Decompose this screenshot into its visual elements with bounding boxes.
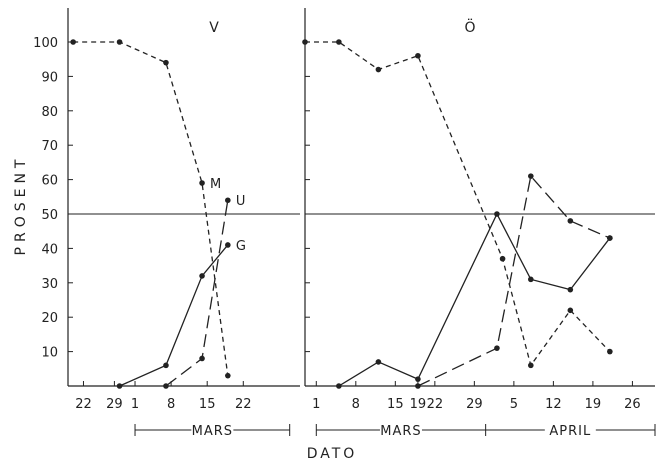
series-line: [417, 174, 611, 387]
y-tick-label: 60: [41, 174, 58, 189]
x-tick-label: 22: [75, 397, 92, 412]
data-point: [375, 66, 382, 73]
y-tick-label: 30: [41, 277, 58, 292]
x-tick-label: 19: [585, 397, 602, 412]
x-tick-label: 8: [167, 397, 175, 412]
y-tick-label: 20: [41, 311, 58, 326]
data-point: [116, 383, 123, 389]
month-label: APRIL: [549, 424, 591, 439]
panel-title: V: [209, 20, 219, 36]
data-point: [528, 173, 534, 179]
data-point: [415, 383, 421, 389]
y-tick-label: 90: [41, 70, 58, 85]
month-label: MARS: [192, 424, 233, 439]
y-tick-label: 50: [41, 208, 58, 223]
data-point: [336, 383, 342, 389]
data-point: [225, 242, 231, 248]
series-label: U: [236, 194, 246, 209]
data-point: [375, 359, 382, 365]
x-tick-label: 22: [427, 397, 444, 412]
y-tick-label: 40: [41, 242, 58, 257]
data-point: [199, 180, 205, 186]
y-tick-label: 100: [33, 36, 58, 51]
data-point: [528, 362, 534, 369]
x-tick-label: 26: [624, 397, 641, 412]
x-tick-label: 19: [410, 397, 427, 412]
y-tick-label: 10: [41, 346, 58, 361]
data-point: [567, 286, 574, 293]
x-tick-label: 15: [387, 397, 404, 412]
series-line: [119, 244, 229, 387]
series-label: G: [236, 239, 246, 254]
data-point: [494, 345, 500, 351]
x-tick-label: 29: [106, 397, 123, 412]
data-point: [336, 39, 342, 45]
x-tick-label: 1: [312, 397, 320, 412]
data-point: [163, 362, 169, 369]
data-point: [225, 372, 231, 379]
data-point: [415, 376, 421, 382]
data-point: [567, 307, 574, 314]
x-tick-label: 5: [510, 397, 518, 412]
data-point: [163, 383, 169, 389]
data-point: [567, 218, 574, 224]
data-point: [225, 197, 231, 204]
x-tick-label: 22: [235, 397, 252, 412]
data-point: [302, 39, 308, 45]
data-point: [607, 348, 613, 355]
data-point: [163, 59, 169, 66]
x-tick-label: 12: [545, 397, 562, 412]
data-point: [499, 255, 506, 262]
month-label-bg: [191, 421, 234, 439]
y-tick-label: 80: [41, 105, 58, 120]
month-label: MARS: [380, 424, 421, 439]
data-point: [70, 39, 76, 45]
x-axis-label: DATO: [307, 446, 358, 462]
data-point: [494, 211, 500, 217]
month-label-bg: [544, 421, 596, 439]
x-tick-label: 29: [466, 397, 483, 412]
series-line: [73, 41, 229, 376]
panel-title: Ö: [464, 18, 475, 36]
x-tick-label: 1: [131, 397, 139, 412]
series-line: [305, 41, 611, 367]
series-label: M: [210, 177, 221, 192]
y-tick-label: 70: [41, 139, 58, 154]
x-tick-label: 15: [199, 397, 216, 412]
data-point: [199, 273, 205, 279]
data-point: [415, 52, 421, 59]
data-point: [607, 235, 613, 241]
series-line: [165, 200, 229, 387]
data-point: [116, 39, 123, 45]
data-point: [199, 355, 205, 362]
y-axis-label: PROSENT: [13, 155, 29, 256]
data-point: [528, 276, 534, 283]
x-tick-label: 8: [352, 397, 360, 412]
month-label-bg: [379, 421, 422, 439]
